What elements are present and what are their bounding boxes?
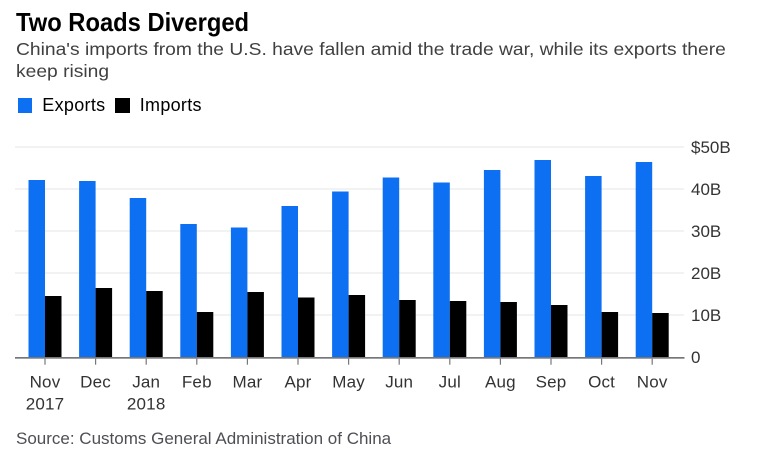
svg-text:Aug: Aug xyxy=(485,372,516,391)
svg-text:Oct: Oct xyxy=(588,372,615,391)
svg-text:2017: 2017 xyxy=(26,394,65,413)
svg-text:40B: 40B xyxy=(691,180,721,199)
svg-text:May: May xyxy=(332,372,365,391)
svg-text:Dec: Dec xyxy=(80,372,111,391)
svg-text:10B: 10B xyxy=(691,306,721,325)
svg-text:Jul: Jul xyxy=(439,372,461,391)
svg-text:0: 0 xyxy=(691,348,700,367)
svg-text:Apr: Apr xyxy=(284,372,311,391)
svg-text:2018: 2018 xyxy=(127,394,166,413)
svg-text:$50B: $50B xyxy=(691,138,731,157)
svg-text:Jan: Jan xyxy=(132,372,160,391)
svg-text:Mar: Mar xyxy=(232,372,262,391)
svg-text:Sep: Sep xyxy=(536,372,567,391)
svg-text:30B: 30B xyxy=(691,222,721,241)
svg-text:Feb: Feb xyxy=(182,372,212,391)
svg-text:20B: 20B xyxy=(691,264,721,283)
svg-text:Jun: Jun xyxy=(385,372,413,391)
svg-text:Nov: Nov xyxy=(637,372,668,391)
svg-text:Nov: Nov xyxy=(30,372,61,391)
